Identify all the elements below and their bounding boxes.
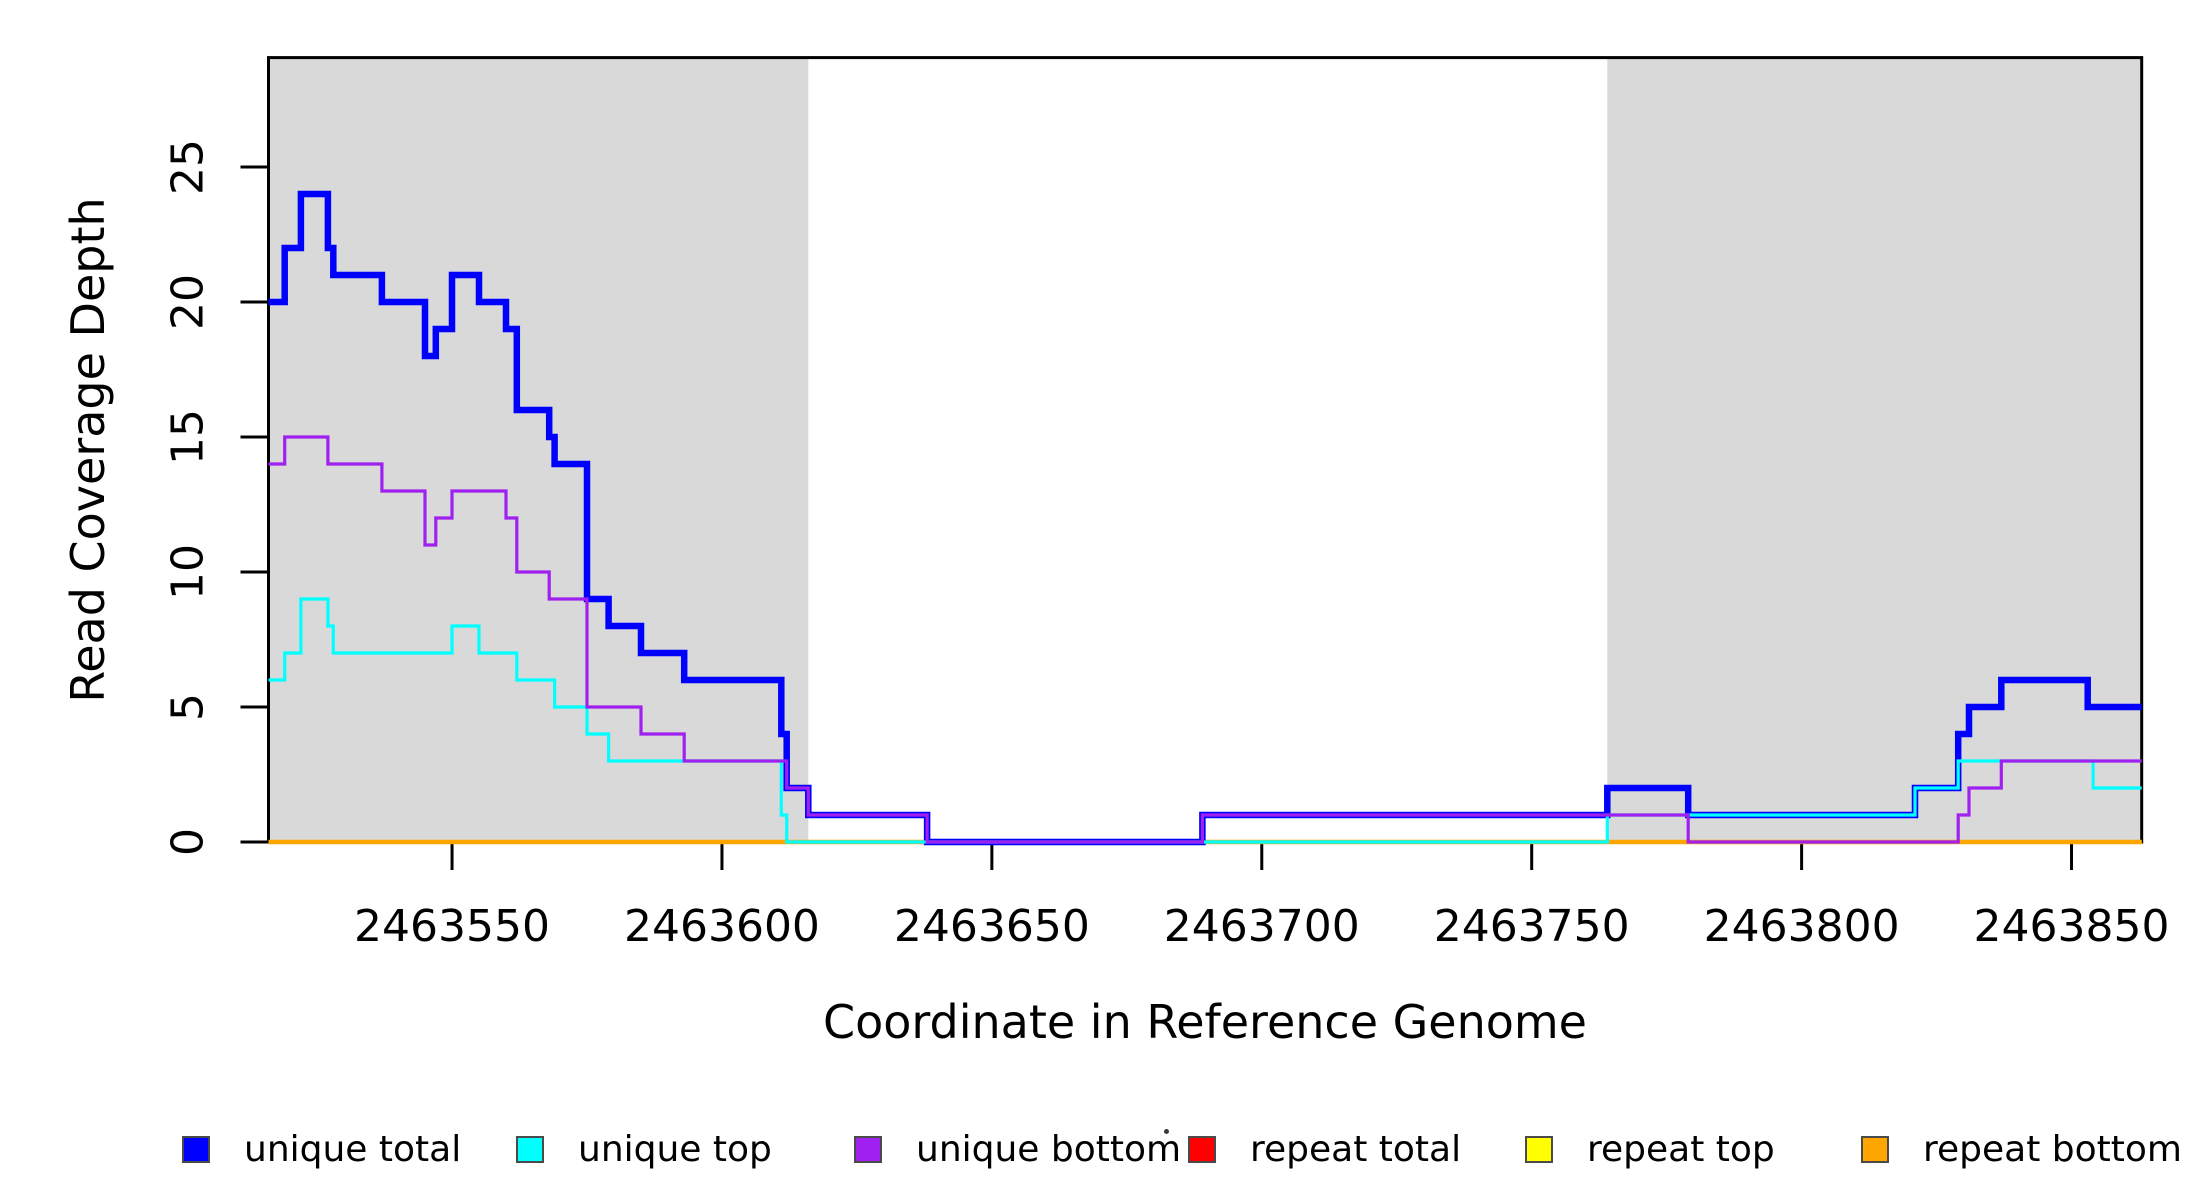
legend-label: repeat top xyxy=(1587,1129,1775,1170)
series-line-unique-bottom xyxy=(268,435,2142,844)
legend-swatch-unique-top xyxy=(516,1136,544,1163)
x-axis-title: Coordinate in Reference Genome xyxy=(823,995,1587,1049)
legend-label: repeat total xyxy=(1250,1129,1462,1170)
legend-item-unique-total: unique total xyxy=(182,1129,462,1170)
x-axis-tick-label: 2463600 xyxy=(624,901,820,952)
series-line-unique-top xyxy=(268,597,2142,844)
legend-item-repeat-bottom: repeat bottom xyxy=(1861,1129,2182,1170)
x-axis-tick-label: 2463700 xyxy=(1164,901,1360,952)
x-axis-tick-label: 2463750 xyxy=(1434,901,1630,952)
x-axis-tick-label: 2463550 xyxy=(354,901,550,952)
legend-item-unique-top: unique top xyxy=(516,1129,772,1170)
legend-label: unique bottom xyxy=(916,1129,1182,1170)
x-axis-tick-label: 2463850 xyxy=(1974,901,2170,952)
legend-item-unique-bottom: unique bottom xyxy=(854,1129,1182,1170)
y-axis-tick-label: 5 xyxy=(162,693,213,721)
legend-label: unique top xyxy=(578,1129,772,1170)
legend-item-repeat-top: repeat top xyxy=(1525,1129,1775,1170)
legend-swatch-repeat-top xyxy=(1525,1136,1553,1163)
legend-swatch-unique-total xyxy=(182,1136,210,1163)
x-axis-tick-label: 2463650 xyxy=(894,901,1090,952)
legend-label: repeat bottom xyxy=(1923,1129,2182,1170)
shaded-region xyxy=(1607,57,2142,843)
y-axis-title: Read Coverage Depth xyxy=(61,197,115,703)
y-axis-tick-label: 10 xyxy=(162,544,213,600)
legend-artifact-dot xyxy=(1164,1129,1169,1134)
y-axis-tick-label: 20 xyxy=(162,274,213,330)
legend-swatch-repeat-total xyxy=(1188,1136,1216,1163)
x-axis-tick-label: 2463800 xyxy=(1704,901,1900,952)
legend-label: unique total xyxy=(244,1129,462,1170)
y-axis-tick-label: 25 xyxy=(162,139,213,195)
legend-swatch-unique-bottom xyxy=(854,1136,882,1163)
legend-swatch-repeat-bottom xyxy=(1861,1136,1889,1163)
legend-item-repeat-total: repeat total xyxy=(1188,1129,1462,1170)
shaded-region xyxy=(268,57,809,843)
y-axis-tick-label: 15 xyxy=(162,409,213,465)
y-axis-tick-label: 0 xyxy=(162,828,213,856)
